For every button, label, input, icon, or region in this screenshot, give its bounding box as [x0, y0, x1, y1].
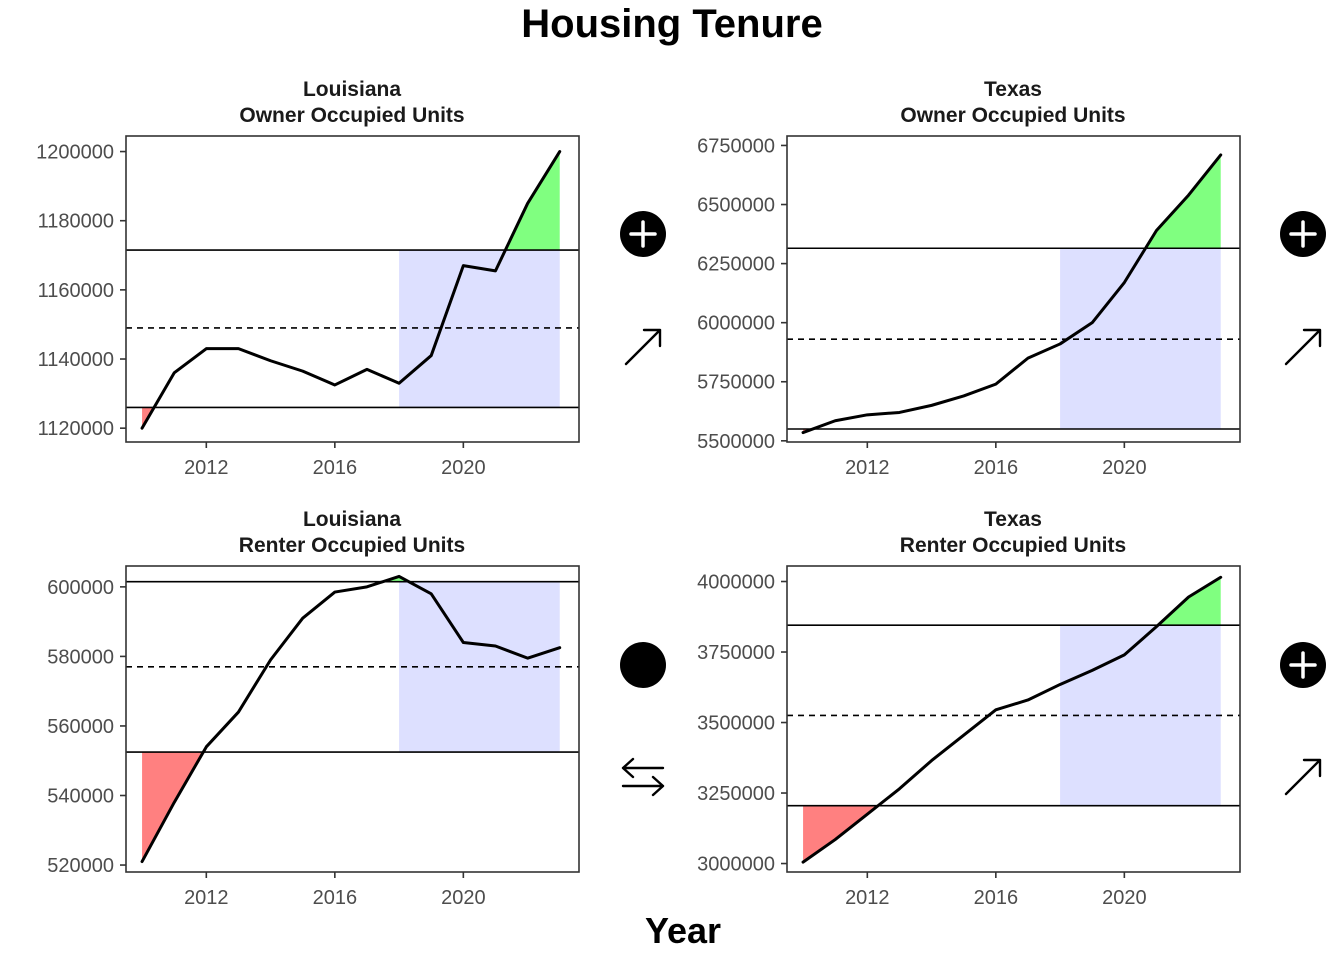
- y-tick-label: 3500000: [697, 713, 775, 735]
- arrow-path: [624, 328, 662, 366]
- y-tick-label: 520000: [47, 855, 114, 877]
- y-tick-label: 600000: [47, 577, 114, 599]
- y-tick-label: 5500000: [697, 431, 775, 453]
- y-tick-label: 580000: [47, 646, 114, 668]
- y-tick-label: 1140000: [38, 349, 114, 371]
- panel-title-line2: Owner Occupied Units: [900, 104, 1125, 127]
- y-tick-label: 1200000: [36, 142, 114, 164]
- panel-title-line1: Texas: [984, 78, 1042, 101]
- panel-title-line1: Louisiana: [303, 78, 401, 101]
- y-tick-label: 6750000: [697, 135, 775, 157]
- y-tick-label: 3250000: [697, 783, 775, 805]
- x-tick-label: 2020: [441, 457, 486, 479]
- series-line: [140, 574, 562, 864]
- arrow-right: [621, 775, 665, 797]
- y-tick-label: 560000: [47, 716, 114, 738]
- above-range-area: [1157, 577, 1221, 626]
- y-tick-label: 4000000: [697, 572, 775, 594]
- circle-icon: [620, 642, 666, 688]
- arrow-path: [1284, 328, 1322, 366]
- arrow-up-right-icon: [1284, 758, 1322, 796]
- arrow-path: [1284, 758, 1322, 796]
- icon-disc: [620, 642, 666, 688]
- y-tick-label: 5750000: [697, 372, 775, 394]
- panel-frame: [786, 565, 1241, 873]
- panel-title-line1: Texas: [984, 508, 1042, 531]
- x-tick-label: 2012: [845, 457, 890, 479]
- y-tick-label: 540000: [47, 786, 114, 808]
- x-tick-label: 2020: [1102, 887, 1147, 909]
- arrows-left-right-icon: [621, 757, 665, 797]
- y-tick-label: 1160000: [38, 280, 114, 302]
- x-tick-label: 2016: [974, 457, 1019, 479]
- recent-period-band: [399, 250, 560, 408]
- panel-title-line2: Renter Occupied Units: [239, 534, 465, 557]
- x-tick-label: 2016: [313, 887, 358, 909]
- panel-title-line2: Owner Occupied Units: [239, 104, 464, 127]
- panel-frame: [125, 135, 580, 443]
- y-tick-label: 3750000: [697, 642, 775, 664]
- x-tick-label: 2016: [974, 887, 1019, 909]
- series-line: [801, 153, 1223, 435]
- y-tick-label: 6000000: [697, 313, 775, 335]
- x-tick-label: 2020: [1102, 457, 1147, 479]
- x-axis-title: Year: [644, 910, 722, 951]
- panel-3: Louisiana Renter Occupied Units 520000 5400…: [47, 508, 666, 909]
- arrow-up-right-icon: [1284, 328, 1322, 366]
- panel-title-line1: Louisiana: [303, 508, 401, 531]
- plus-circle-icon: [1280, 211, 1326, 257]
- panel-frame: [125, 565, 580, 873]
- panel-title-line2: Renter Occupied Units: [900, 534, 1126, 557]
- panel-4: Texas Renter Occupied Units 3000000 3250000…: [697, 508, 1326, 909]
- arrow-left: [621, 757, 665, 779]
- below-range-area: [142, 752, 204, 862]
- plus-circle-icon: [1280, 642, 1326, 688]
- y-tick-label: 6250000: [697, 254, 775, 276]
- series-line: [801, 575, 1223, 864]
- x-tick-label: 2016: [313, 457, 358, 479]
- x-tick-label: 2012: [845, 887, 890, 909]
- x-tick-label: 2012: [184, 457, 229, 479]
- plus-circle-icon: [620, 211, 666, 257]
- y-tick-label: 6500000: [697, 195, 775, 217]
- chart-title: Housing Tenure: [521, 2, 823, 46]
- x-tick-label: 2020: [441, 887, 486, 909]
- y-tick-label: 1180000: [38, 211, 114, 233]
- panel-2: Texas Owner Occupied Units 5500000 5750000 6…: [697, 78, 1326, 479]
- series-line: [140, 150, 562, 430]
- panel-1: Louisiana Owner Occupied Units 1120000 1140…: [36, 78, 666, 479]
- arrow-up-right-icon: [624, 328, 662, 366]
- y-tick-label: 3000000: [697, 854, 775, 876]
- y-tick-label: 1120000: [38, 418, 114, 440]
- panel-frame: [786, 135, 1241, 443]
- x-tick-label: 2012: [184, 887, 229, 909]
